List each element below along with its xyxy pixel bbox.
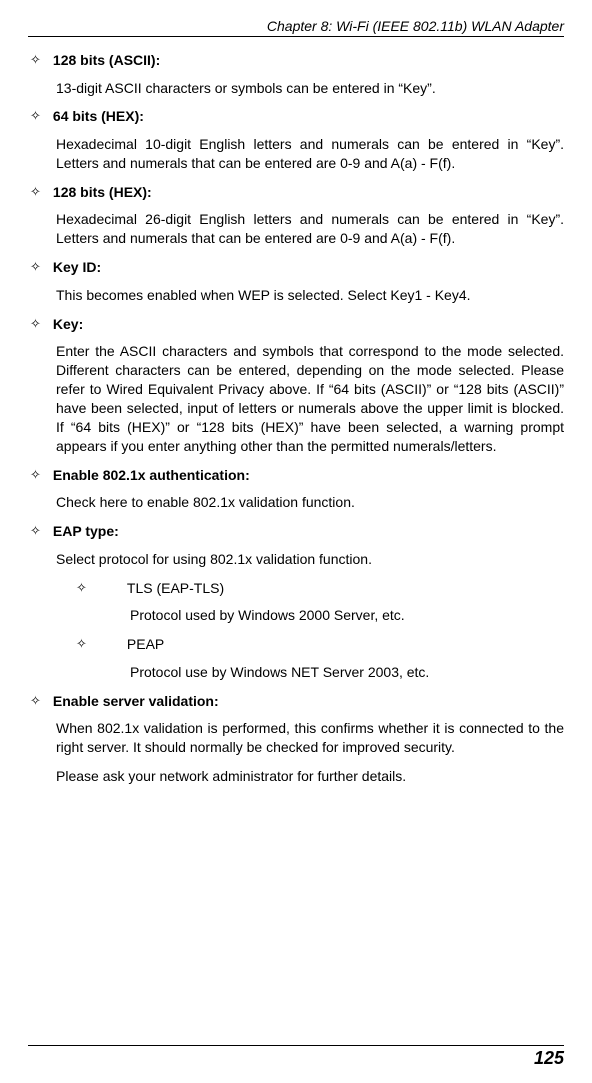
item-body: Hexadecimal 10-digit English letters and…: [56, 135, 564, 173]
list-item: ✧ 128 bits (HEX): Hexadecimal 26-digit E…: [28, 183, 564, 248]
list-item: ✧ 128 bits (ASCII): 13-digit ASCII chara…: [28, 51, 564, 97]
sub-item-body: Protocol use by Windows NET Server 2003,…: [130, 663, 564, 682]
list-item: ✧ 64 bits (HEX): Hexadecimal 10-digit En…: [28, 107, 564, 172]
item-body: Select protocol for using 802.1x validat…: [56, 550, 564, 569]
diamond-icon: ✧: [30, 692, 41, 710]
item-title: Enable server validation:: [53, 692, 219, 712]
diamond-icon: ✧: [76, 579, 87, 597]
item-title: Enable 802.1x authentication:: [53, 466, 250, 486]
item-title: Key ID:: [53, 258, 101, 278]
list-item: ✧ Key: Enter the ASCII characters and sy…: [28, 315, 564, 456]
item-body: Enter the ASCII characters and symbols t…: [56, 342, 564, 455]
item-title: 128 bits (HEX):: [53, 183, 152, 203]
list-item: ✧ Enable server validation: When 802.1x …: [28, 692, 564, 786]
list-item: ✧ EAP type: Select protocol for using 80…: [28, 522, 564, 681]
item-title: 128 bits (ASCII):: [53, 51, 160, 71]
item-body: This becomes enabled when WEP is selecte…: [56, 286, 564, 305]
diamond-icon: ✧: [30, 522, 41, 540]
diamond-icon: ✧: [30, 258, 41, 276]
diamond-icon: ✧: [30, 466, 41, 484]
sub-item-body: Protocol used by Windows 2000 Server, et…: [130, 606, 564, 625]
item-body: When 802.1x validation is performed, thi…: [56, 719, 564, 757]
sub-list-item: ✧ PEAP: [76, 635, 564, 655]
diamond-icon: ✧: [30, 51, 41, 69]
list-item: ✧ Key ID: This becomes enabled when WEP …: [28, 258, 564, 304]
item-body: 13-digit ASCII characters or symbols can…: [56, 79, 564, 98]
sub-item-label: TLS (EAP-TLS): [127, 579, 224, 599]
chapter-header: Chapter 8: Wi-Fi (IEEE 802.11b) WLAN Ada…: [28, 18, 564, 37]
diamond-icon: ✧: [76, 635, 87, 653]
sub-item-label: PEAP: [127, 635, 164, 655]
sub-list-item: ✧ TLS (EAP-TLS): [76, 579, 564, 599]
item-body: Please ask your network administrator fo…: [56, 767, 564, 786]
diamond-icon: ✧: [30, 315, 41, 333]
item-body: Check here to enable 802.1x validation f…: [56, 493, 564, 512]
page-number: 125: [28, 1045, 564, 1069]
item-title: Key:: [53, 315, 83, 335]
diamond-icon: ✧: [30, 107, 41, 125]
item-title: EAP type:: [53, 522, 119, 542]
item-body: Hexadecimal 26-digit English letters and…: [56, 210, 564, 248]
diamond-icon: ✧: [30, 183, 41, 201]
list-item: ✧ Enable 802.1x authentication: Check he…: [28, 466, 564, 512]
item-title: 64 bits (HEX):: [53, 107, 144, 127]
